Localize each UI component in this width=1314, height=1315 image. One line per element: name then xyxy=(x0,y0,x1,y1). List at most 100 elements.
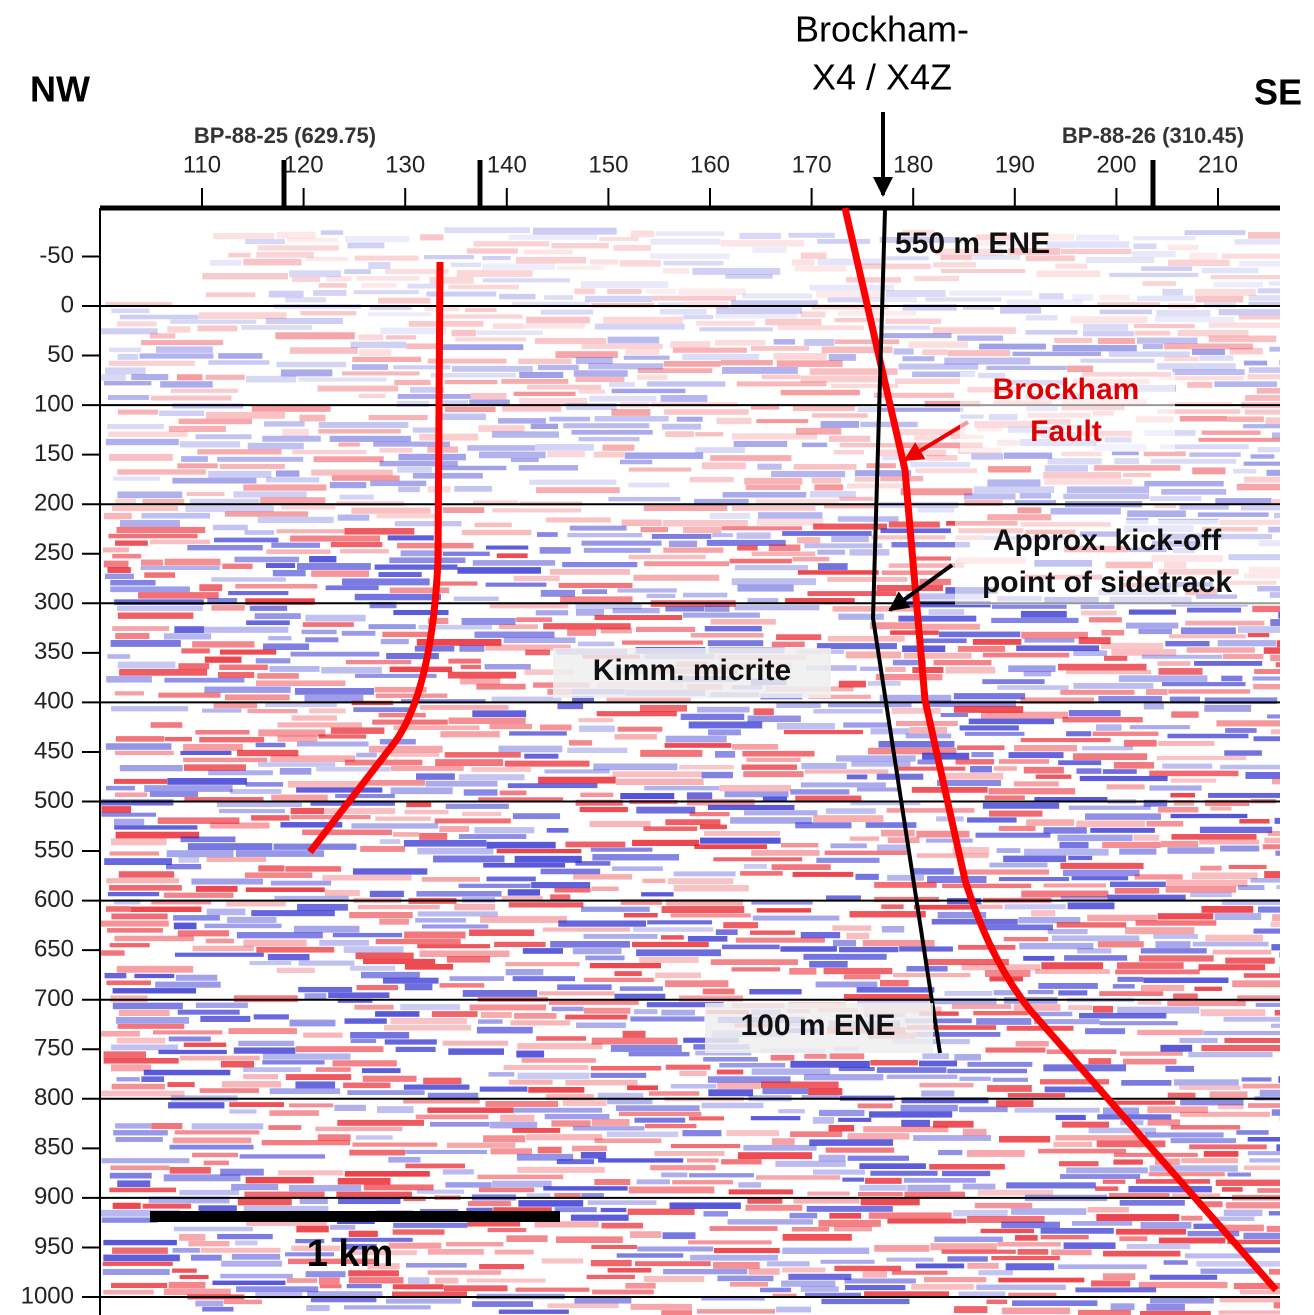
reflector xyxy=(998,1277,1085,1283)
reflector xyxy=(458,883,531,888)
annotation: Approx. kick-off xyxy=(993,524,1222,557)
reflector xyxy=(807,591,897,596)
reflector xyxy=(257,245,339,251)
reflector xyxy=(117,409,158,415)
reflector xyxy=(570,1214,629,1221)
reflector xyxy=(427,1092,479,1099)
reflector xyxy=(724,791,789,798)
reflector xyxy=(1187,607,1242,613)
reflector xyxy=(112,553,142,559)
reflector xyxy=(870,1170,938,1176)
reflector xyxy=(1062,717,1143,723)
reflector xyxy=(670,1084,717,1089)
reflector xyxy=(1165,1065,1195,1072)
reflector xyxy=(735,937,825,943)
reflector xyxy=(1170,1125,1241,1130)
reflector xyxy=(244,530,275,535)
reflector xyxy=(876,585,943,592)
reflector xyxy=(1137,999,1162,1005)
reflector xyxy=(869,297,917,303)
reflector xyxy=(345,236,410,243)
reflector xyxy=(467,1221,521,1227)
reflector xyxy=(1153,934,1198,939)
reflector xyxy=(1006,1025,1074,1031)
reflector xyxy=(487,1228,527,1233)
reflector xyxy=(1156,755,1247,761)
reflector xyxy=(749,988,802,995)
reflector xyxy=(1155,941,1191,949)
reflector xyxy=(489,724,532,730)
reflector xyxy=(1181,1158,1238,1164)
reflector xyxy=(269,666,320,672)
reflector xyxy=(1070,316,1148,324)
reflector xyxy=(501,895,543,901)
reflector xyxy=(650,238,721,245)
reflector xyxy=(1233,1282,1280,1290)
reflector xyxy=(722,491,807,498)
reflector xyxy=(549,568,630,575)
reflector xyxy=(285,1252,335,1257)
reflector xyxy=(460,664,482,670)
reflector xyxy=(112,1002,183,1010)
reflector xyxy=(942,883,1032,889)
reflector xyxy=(179,441,241,448)
reflector xyxy=(1205,934,1263,942)
reflector xyxy=(894,378,960,385)
y-tick-label: 900 xyxy=(34,1183,74,1210)
reflector xyxy=(444,227,530,234)
reflector xyxy=(560,596,633,603)
reflector xyxy=(445,803,509,809)
reflector xyxy=(355,673,437,678)
reflector xyxy=(1014,1107,1100,1113)
reflector xyxy=(460,677,501,685)
reflector xyxy=(762,1088,809,1095)
reflector xyxy=(525,649,550,656)
reflector xyxy=(1073,650,1108,656)
reflector xyxy=(616,778,704,786)
reflector xyxy=(746,757,801,762)
reflector xyxy=(213,701,258,709)
reflector xyxy=(344,1018,387,1024)
reflector xyxy=(630,1016,705,1022)
reflector xyxy=(535,610,569,616)
reflector xyxy=(1098,696,1163,703)
reflector xyxy=(584,295,653,303)
reflector xyxy=(968,241,1040,246)
reflector xyxy=(1222,1187,1243,1192)
reflector xyxy=(256,251,314,258)
reflector xyxy=(773,339,795,345)
reflector xyxy=(689,1173,754,1178)
reflector xyxy=(776,722,835,730)
reflector xyxy=(244,1191,325,1198)
reflector xyxy=(665,431,695,437)
reflector xyxy=(479,1086,528,1092)
reflector xyxy=(228,1028,297,1034)
reflector xyxy=(1095,724,1122,731)
reflector xyxy=(512,301,590,306)
reflector xyxy=(1076,820,1145,828)
reflector xyxy=(266,549,331,554)
reflector xyxy=(773,353,827,360)
x-tick-label: 110 xyxy=(183,151,221,178)
reflector xyxy=(142,1203,191,1209)
reflector xyxy=(1103,1250,1181,1257)
reflector xyxy=(427,617,449,625)
reflector xyxy=(622,1030,646,1038)
reflector xyxy=(912,556,951,561)
reflector xyxy=(1220,764,1280,770)
reflector xyxy=(300,311,357,316)
reflector xyxy=(1109,1100,1176,1105)
reflector xyxy=(556,265,604,270)
reflector xyxy=(776,360,843,367)
reflector xyxy=(1218,1310,1280,1315)
reflector xyxy=(112,988,197,994)
reflector xyxy=(1141,266,1193,271)
reflector xyxy=(926,700,1016,708)
reflector xyxy=(204,656,242,663)
reflector xyxy=(166,864,202,870)
reflector xyxy=(1096,1214,1180,1221)
reflector xyxy=(957,745,1005,750)
reflector xyxy=(369,890,404,898)
reflector xyxy=(1133,834,1160,841)
reflector xyxy=(1203,1151,1239,1157)
